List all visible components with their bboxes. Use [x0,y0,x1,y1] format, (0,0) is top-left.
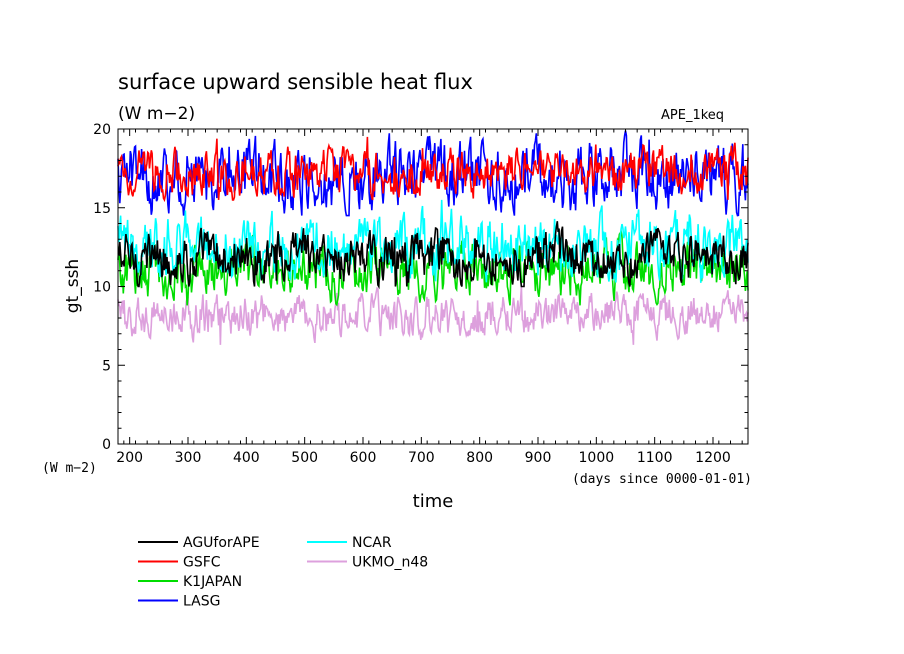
legend-label: UKMO_n48 [352,555,428,571]
y-axis-label: gt_ssh [63,259,83,313]
series-layer [117,130,749,345]
x-tick-label: 1200 [695,450,731,466]
y-tick-label: 0 [102,437,111,453]
series-line-ukmo_n48 [117,286,749,345]
x-tick-label: 700 [408,450,435,466]
series-line-gsfc [117,136,749,203]
tick-layer: 200 300 400 500 600 700 800 900 1000 1100 1200 0 5 10… [93,122,748,466]
legend-label: LASG [183,594,220,610]
legend-label: AGUforAPE [183,535,260,551]
series-line-aguforape [117,221,749,290]
legend-label: NCAR [352,535,392,551]
y-tick-label: 15 [93,201,111,217]
y-tick-label: 10 [93,280,111,296]
experiment-label: APE_1keq [661,108,724,123]
x-tick-label: 500 [291,450,318,466]
chart-units: (W m−2) [118,104,195,124]
x-tick-label: 400 [233,450,260,466]
x-tick-label: 1100 [637,450,673,466]
legend-label: GSFC [183,555,221,571]
legend: AGUforAPE GSFC K1JAPAN LASG NCAR UKMO_n48 [138,535,428,610]
series-line-lasg [117,130,749,217]
x-tick-label: 900 [525,450,552,466]
x-axis-label: time [413,491,454,512]
chart-title: surface upward sensible heat flux [118,70,473,94]
legend-label: K1JAPAN [183,574,242,590]
x-tick-label: 600 [350,450,377,466]
y-tick-label: 20 [93,122,111,138]
x-tick-label: 1000 [579,450,615,466]
x-axis-units: (days since 0000-01-01) [572,472,752,487]
x-tick-label: 200 [116,450,143,466]
y-axis-units: (W m−2) [42,461,97,476]
x-tick-label: 800 [466,450,493,466]
y-tick-label: 5 [102,358,111,374]
x-tick-label: 300 [175,450,202,466]
